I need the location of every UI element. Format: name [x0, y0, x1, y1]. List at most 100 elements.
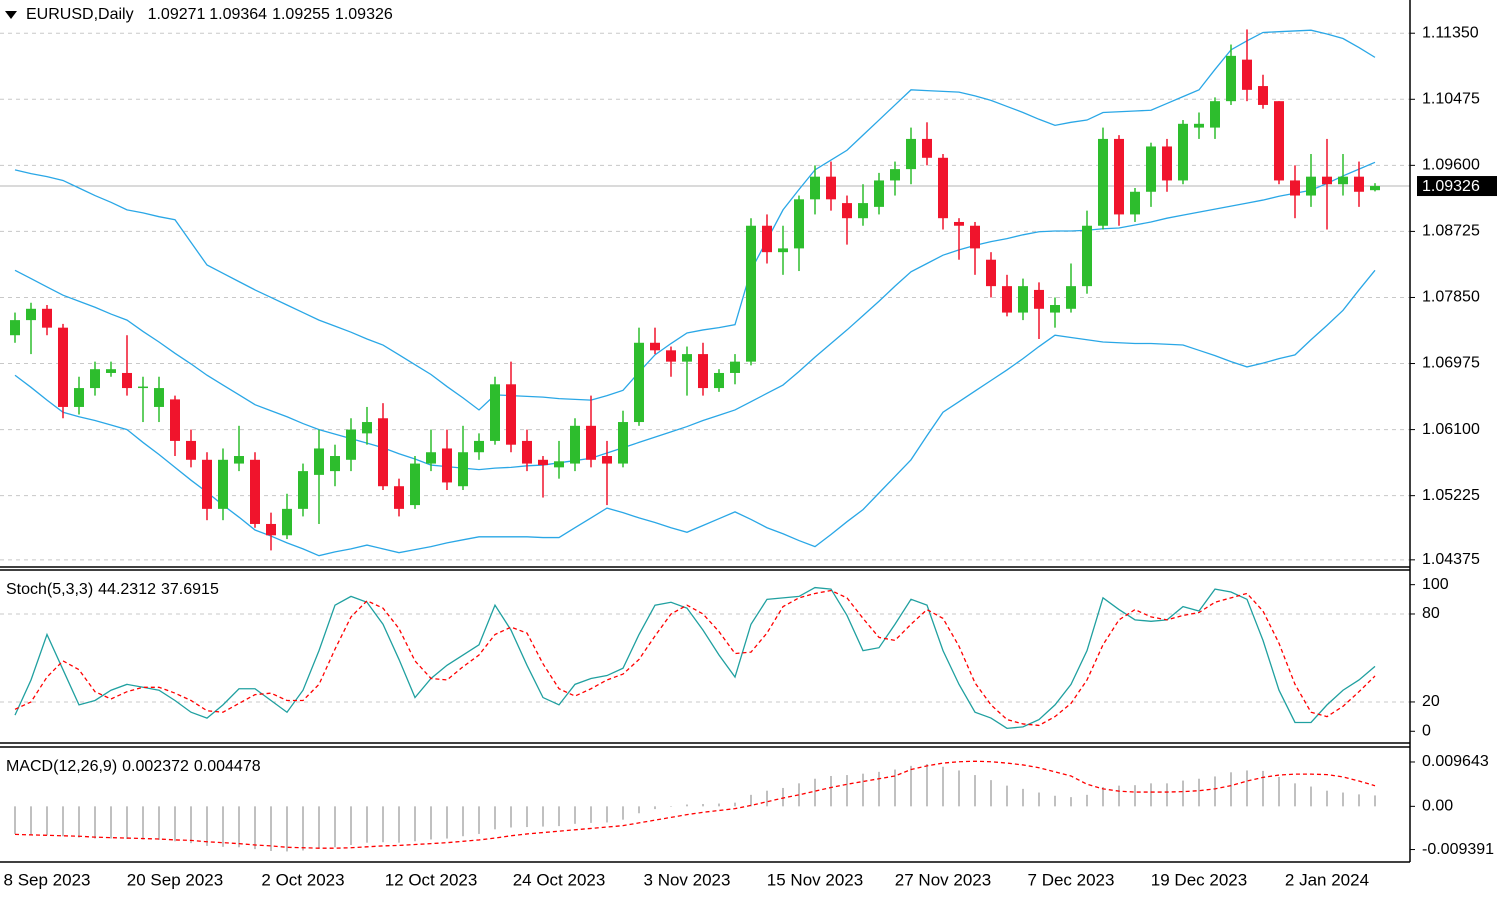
x-tick-label: 8 Sep 2023 [4, 870, 91, 889]
candle-body [586, 425, 596, 460]
candle-body [1258, 86, 1268, 105]
price-label: 1.09326 [1422, 178, 1480, 195]
macd-bar [270, 806, 272, 851]
candle-body [186, 440, 196, 460]
macd-bar [942, 766, 944, 807]
x-tick-label: 15 Nov 2023 [767, 870, 863, 889]
macd-bar [510, 806, 512, 828]
macd-bar [974, 775, 976, 807]
x-tick-label: 2 Jan 2024 [1285, 870, 1369, 889]
macd-bar [750, 794, 752, 807]
candle-body [218, 459, 228, 509]
bollinger-upper [14, 29, 1376, 411]
y-tick-label: -0.009391 [1422, 841, 1494, 858]
marks-layer [10, 29, 1380, 852]
macd-bar [158, 806, 160, 840]
macd-bar [238, 806, 240, 848]
macd-bar [190, 806, 192, 844]
macd-bar [574, 806, 576, 824]
candle-body [554, 461, 564, 468]
macd-header: MACD(12,26,9) 0.002372 0.004478 [6, 758, 261, 775]
y-tick-label: 80 [1422, 605, 1440, 622]
x-tick-label: 7 Dec 2023 [1028, 870, 1115, 889]
macd-bar [366, 806, 368, 843]
macd-bar [894, 769, 896, 807]
x-tick-label: 3 Nov 2023 [644, 870, 731, 889]
macd-bar [590, 806, 592, 823]
macd-bar [494, 806, 496, 830]
y-tick-label: 1.09600 [1422, 157, 1480, 174]
candle-body [522, 440, 532, 464]
candle-body [106, 369, 116, 373]
y-tick-label: 100 [1422, 576, 1449, 593]
candle-body [1242, 59, 1252, 90]
macd-bar [1310, 786, 1312, 807]
macd-bar [206, 806, 208, 846]
macd-bar [958, 770, 960, 807]
macd-bar [862, 773, 864, 807]
macd-bar [398, 806, 400, 843]
bollinger-lower [14, 269, 1376, 557]
macd-bar [910, 765, 912, 807]
macd-bar [1006, 785, 1008, 807]
candle-body [298, 471, 308, 509]
candle-body [826, 176, 836, 200]
macd-bar [1150, 783, 1152, 807]
candle-body [74, 388, 84, 407]
candle-body [922, 138, 932, 158]
candle-body [874, 180, 884, 207]
candle-body [970, 225, 980, 249]
macd-bar [1374, 795, 1376, 807]
candle-body [1290, 180, 1300, 196]
macd-bar [350, 806, 352, 845]
macd-bar [126, 806, 128, 839]
macd-bar [318, 806, 320, 849]
x-tick-label: 12 Oct 2023 [385, 870, 478, 889]
y-tick-label: 1.07850 [1422, 289, 1480, 306]
macd-bar [1166, 783, 1168, 807]
candle-body [1018, 286, 1028, 313]
candle-body [730, 361, 740, 373]
macd-bar [654, 806, 656, 810]
y-tick-label: 1.04375 [1422, 551, 1480, 568]
macd-bar [702, 804, 704, 807]
stoch-main-value: 44.2312 [98, 581, 156, 598]
candle-body [1274, 101, 1284, 181]
candle-body [1306, 176, 1316, 196]
macd-bar [1134, 785, 1136, 807]
candle-body [570, 425, 580, 464]
candle-body [330, 456, 340, 472]
macd-bar [1070, 797, 1072, 807]
macd-bar [110, 806, 112, 839]
candle-body [410, 463, 420, 506]
macd-signal-value: 0.004478 [194, 758, 261, 775]
bollinger-middle [14, 161, 1376, 471]
candle-body [938, 157, 948, 219]
candle-body [122, 372, 132, 389]
macd-bar [142, 806, 144, 840]
macd-bar [766, 790, 768, 807]
macd-main-value: 0.002372 [122, 758, 189, 775]
candle-body [90, 369, 100, 389]
macd-bar [814, 778, 816, 807]
candle-body [1082, 225, 1092, 287]
macd-bar [606, 806, 608, 823]
candle-body [986, 259, 996, 287]
y-tick-label: 1.06100 [1422, 421, 1480, 438]
macd-bar [622, 806, 624, 820]
candle-body [602, 456, 612, 464]
candle-body [1034, 289, 1044, 309]
macd-bar [1342, 792, 1344, 807]
macd-bar [462, 806, 464, 837]
x-tick-label: 2 Oct 2023 [261, 870, 344, 889]
macd-bar [46, 806, 48, 836]
collapse-icon[interactable] [5, 11, 17, 19]
macd-bar [878, 771, 880, 807]
macd-bar [1358, 794, 1360, 807]
macd-bar [1262, 770, 1264, 807]
candle-body [346, 429, 356, 460]
candle-body [202, 459, 212, 509]
candle-body [1130, 191, 1140, 215]
candle-body [858, 203, 868, 219]
